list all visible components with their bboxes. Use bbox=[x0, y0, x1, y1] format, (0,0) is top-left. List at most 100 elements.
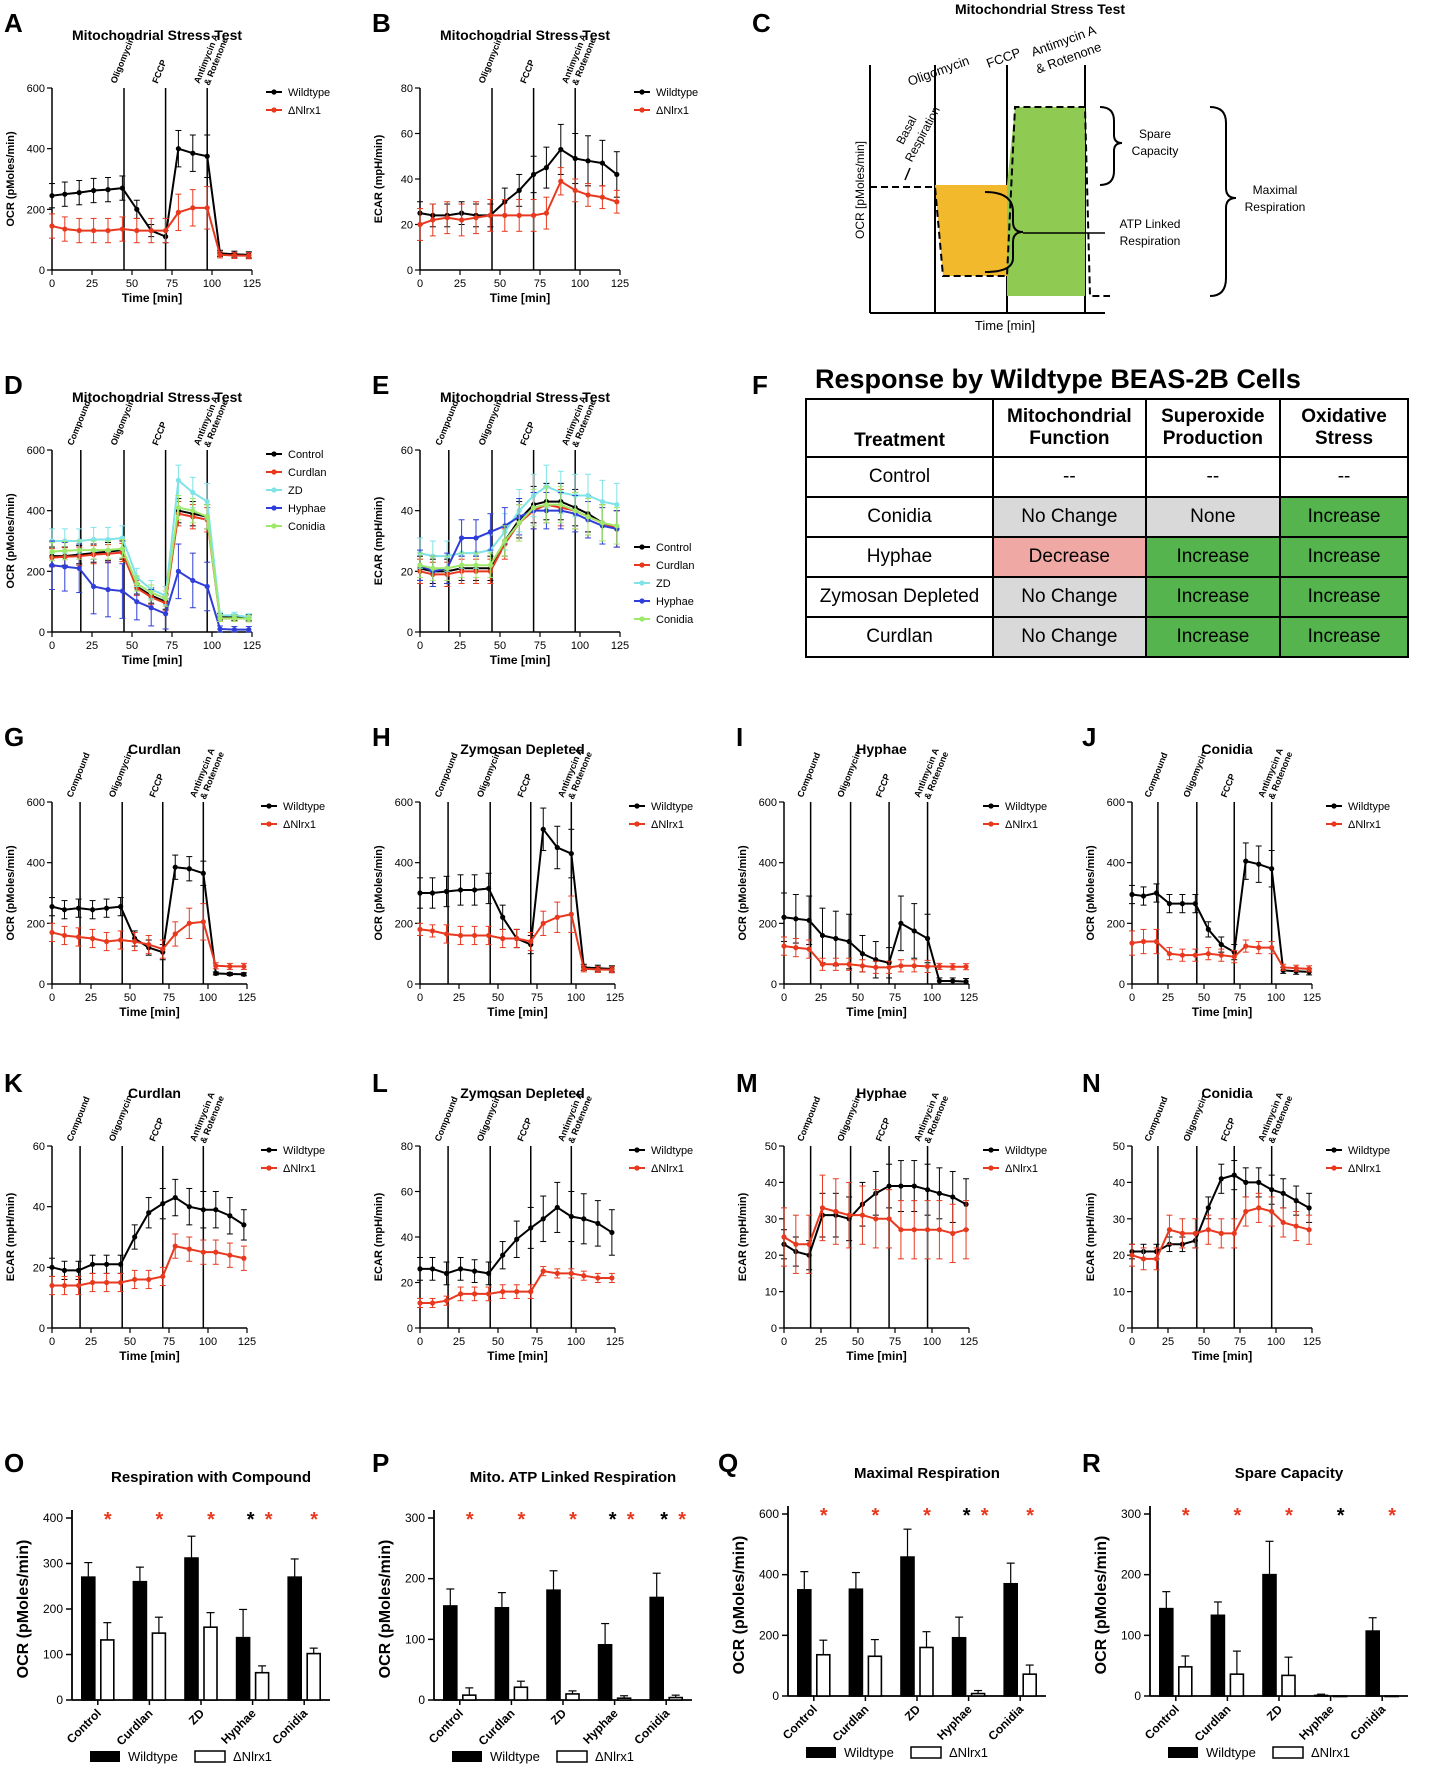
significance-star: * bbox=[104, 1509, 112, 1531]
data-point bbox=[543, 502, 549, 508]
panel-label-j: J bbox=[1082, 722, 1097, 752]
data-point bbox=[105, 187, 111, 193]
diagram-baseline bbox=[870, 106, 1110, 297]
y-tick-label: 400 bbox=[43, 1511, 63, 1525]
y-tick-label: 30 bbox=[1113, 1214, 1125, 1226]
chart-e: Mitochondrial Stress Test 0 20 40 60 0 25 50 75 1… bbox=[373, 389, 695, 667]
bar bbox=[203, 1626, 218, 1701]
data-point bbox=[204, 153, 210, 159]
y-axis-label: ECAR (mpH/min) bbox=[1085, 1192, 1097, 1281]
y-tick-label: 400 bbox=[759, 858, 777, 870]
data-point bbox=[502, 538, 508, 544]
panel-label-p: P bbox=[372, 1448, 390, 1478]
injection-label: Oligomycin bbox=[107, 1094, 135, 1143]
y-tick-label: 0 bbox=[407, 979, 413, 991]
data-point bbox=[514, 935, 520, 942]
legend-label: Wildtype bbox=[1348, 801, 1390, 813]
significance-star: * bbox=[1234, 1505, 1242, 1527]
data-point bbox=[457, 1266, 464, 1272]
data-point bbox=[190, 508, 196, 514]
data-point bbox=[190, 150, 196, 156]
x-tick-label: 25 bbox=[815, 1336, 827, 1348]
x-tick-label: Conidia bbox=[631, 1706, 672, 1747]
data-point bbox=[1243, 1208, 1249, 1215]
injection-label: FCCP bbox=[147, 1116, 165, 1142]
legend-label: ΔNlrx1 bbox=[1311, 1745, 1350, 1760]
legend-marker bbox=[634, 1165, 640, 1171]
y-tick-label: 600 bbox=[27, 445, 45, 457]
data-point bbox=[163, 227, 169, 234]
injection-label: Oligomycin bbox=[835, 1094, 863, 1143]
data-point bbox=[1256, 1179, 1262, 1185]
significance-star: * bbox=[569, 1509, 577, 1531]
bar bbox=[546, 1589, 561, 1701]
data-point bbox=[76, 227, 82, 234]
data-point bbox=[599, 520, 605, 526]
x-tick-label: 100 bbox=[203, 640, 221, 652]
data-point bbox=[443, 1270, 450, 1276]
x-tick-label: Control bbox=[64, 1706, 104, 1746]
data-point bbox=[61, 1282, 68, 1289]
data-point bbox=[898, 1183, 904, 1189]
legend-marker bbox=[266, 803, 272, 809]
data-point bbox=[213, 970, 219, 976]
panel-label-e: E bbox=[372, 370, 390, 400]
x-tick-label: 25 bbox=[85, 992, 97, 1004]
data-point bbox=[833, 961, 839, 967]
legend-marker bbox=[271, 89, 277, 95]
data-point bbox=[1218, 941, 1224, 948]
legend-label: Conidia bbox=[288, 521, 326, 533]
x-tick-label: ZD bbox=[186, 1706, 207, 1727]
data-point bbox=[104, 1261, 110, 1267]
header-sup-2: Production bbox=[1162, 428, 1264, 449]
legend-label: Wildtype bbox=[490, 1749, 540, 1764]
x-tick-label: 75 bbox=[163, 992, 175, 1004]
data-point bbox=[898, 1227, 904, 1233]
data-point bbox=[886, 1183, 892, 1189]
x-axis-label: Time [min] bbox=[1192, 1005, 1252, 1019]
data-point bbox=[528, 1289, 534, 1295]
data-point bbox=[1243, 1179, 1249, 1185]
bar bbox=[1313, 1694, 1329, 1697]
diagram-atp-bracket bbox=[984, 191, 1024, 273]
data-point bbox=[217, 626, 223, 632]
data-point bbox=[231, 626, 237, 633]
bar bbox=[1281, 1674, 1296, 1697]
diagram-xlabel: Time [min] bbox=[975, 318, 1035, 333]
x-tick-label: 75 bbox=[166, 640, 178, 652]
data-point bbox=[500, 935, 506, 942]
x-tick-label: Hyphae bbox=[934, 1702, 975, 1743]
data-point bbox=[241, 1255, 247, 1261]
data-point bbox=[924, 1187, 931, 1193]
legend-label: ΔNlrx1 bbox=[1348, 819, 1381, 831]
data-point bbox=[614, 523, 620, 529]
injection-label: Compound bbox=[1143, 751, 1170, 799]
data-point bbox=[568, 1213, 574, 1220]
x-tick-label: 125 bbox=[960, 1336, 978, 1348]
bar bbox=[81, 1576, 96, 1701]
data-point bbox=[1280, 1190, 1286, 1196]
data-point bbox=[614, 171, 620, 178]
data-point bbox=[487, 562, 493, 568]
chart-title: Zymosan Depleted bbox=[460, 1085, 584, 1101]
bar bbox=[649, 1596, 665, 1701]
legend-marker bbox=[634, 821, 640, 827]
data-point bbox=[833, 1208, 839, 1215]
chart-title: Mitochondrial Stress Test bbox=[72, 27, 242, 43]
data-point bbox=[924, 1227, 931, 1233]
data-point bbox=[898, 963, 904, 969]
data-point bbox=[444, 215, 450, 221]
data-point bbox=[846, 961, 852, 967]
x-tick-label: 75 bbox=[531, 1336, 543, 1348]
data-point bbox=[119, 588, 125, 594]
data-point bbox=[61, 932, 68, 939]
data-point bbox=[543, 165, 549, 171]
data-point bbox=[417, 1300, 423, 1306]
significance-star: * bbox=[265, 1509, 273, 1531]
x-tick-label: 0 bbox=[417, 992, 423, 1004]
data-point bbox=[472, 1291, 478, 1297]
y-tick-label: 40 bbox=[765, 1177, 777, 1189]
data-point bbox=[581, 1216, 587, 1222]
significance-star: * bbox=[518, 1509, 526, 1531]
diagram-max-label-1: Maximal bbox=[1253, 183, 1298, 197]
